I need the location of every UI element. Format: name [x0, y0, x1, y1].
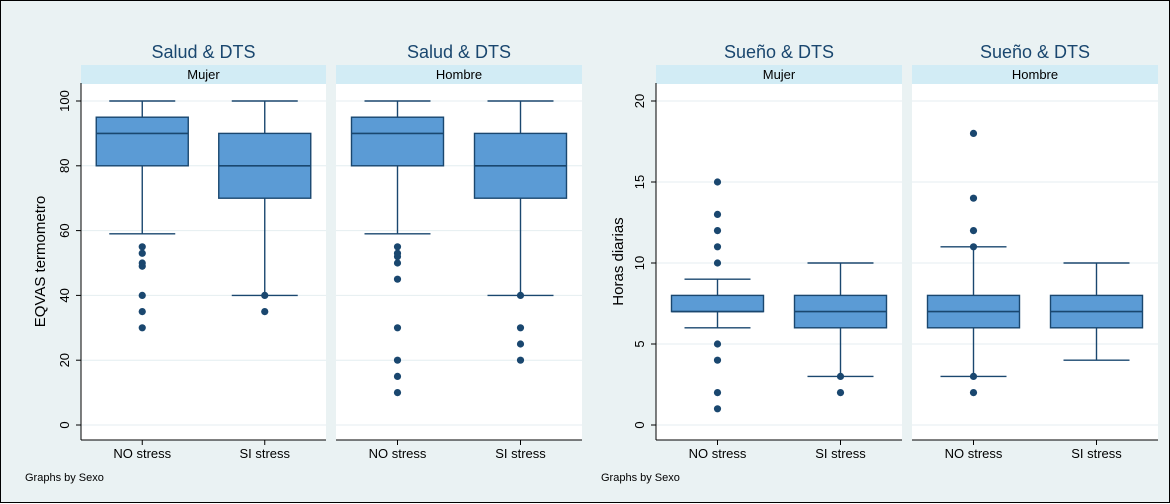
outlier-point [969, 389, 978, 397]
outlier-point [969, 227, 978, 235]
x-tick-label: NO stress [945, 446, 1003, 461]
box-no-stress [926, 129, 1021, 397]
outlier-point [969, 372, 978, 380]
y-tick-label: 100 [57, 90, 72, 112]
x-tick-label: SI stress [239, 446, 290, 461]
iqr-box [350, 116, 445, 167]
outlier-point [393, 356, 402, 364]
x-tick-label: SI stress [815, 446, 866, 461]
outlier-point [713, 356, 722, 364]
panel-1-1: Hombre Sueño & DTS NO stress SI stress [912, 42, 1158, 461]
y-tick-label: 0 [57, 421, 72, 428]
strip-header [81, 65, 326, 84]
box-si-stress [218, 100, 312, 316]
y-tick-label: 5 [632, 340, 647, 347]
x-tick-label: SI stress [1071, 446, 1122, 461]
strip-label: Hombre [436, 67, 482, 82]
y-tick-label: 40 [57, 288, 72, 302]
outlier-point [713, 405, 722, 413]
outlier-point [516, 340, 525, 348]
outlier-point [138, 262, 146, 270]
outlier-point [836, 372, 845, 380]
plot-region [912, 83, 1158, 440]
outlier-point [969, 129, 978, 137]
panel-title: Salud & DTS [151, 42, 255, 62]
x-tick-label: NO stress [369, 446, 427, 461]
outlier-point [713, 340, 722, 348]
outlier-point [138, 249, 146, 257]
strip-header [912, 65, 1158, 84]
x-tick-label: NO stress [689, 446, 747, 461]
box-no-stress [670, 178, 765, 413]
strip-header [336, 65, 582, 84]
outlier-point [138, 308, 146, 316]
box-si-stress [1049, 262, 1144, 361]
box-no-stress [95, 100, 189, 332]
y-axis-label: Horas diarias [610, 217, 627, 305]
outlier-point [393, 324, 402, 332]
outlier-point [393, 372, 402, 380]
outlier-point [713, 389, 722, 397]
outlier-point [516, 356, 525, 364]
strip-header [656, 65, 902, 84]
outlier-point [138, 324, 146, 332]
box-si-stress [793, 262, 888, 397]
graphs-by-note: Graphs by Sexo [601, 472, 680, 484]
strip-label: Mujer [763, 67, 796, 82]
strip-label: Mujer [187, 67, 220, 82]
outlier-point [713, 210, 722, 218]
outlier-point [516, 291, 525, 299]
panel-1-0: Mujer Sueño & DTS NO stress SI stress [656, 42, 902, 461]
panel-0-1: Hombre Salud & DTS NO stress SI stress [336, 42, 582, 461]
panel-title: Sueño & DTS [980, 42, 1090, 62]
y-tick-label: 15 [632, 175, 647, 189]
outlier-point [516, 324, 525, 332]
x-tick-label: SI stress [495, 446, 546, 461]
y-tick-label: 80 [57, 159, 72, 173]
outlier-point [138, 291, 146, 299]
x-tick-label: NO stress [113, 446, 171, 461]
outlier-point [713, 178, 722, 186]
plot-region [656, 83, 902, 440]
panel-title: Sueño & DTS [724, 42, 834, 62]
outlier-point [836, 389, 845, 397]
box-si-stress [473, 100, 568, 364]
outlier-point [969, 243, 978, 251]
panel-0-0: Mujer Salud & DTS NO stress SI stress [81, 42, 326, 461]
strip-label: Hombre [1012, 67, 1058, 82]
iqr-box [95, 116, 189, 167]
outlier-point [138, 243, 146, 251]
outlier-point [393, 243, 402, 251]
outlier-point [713, 243, 722, 251]
y-tick-label: 20 [57, 353, 72, 367]
outlier-point [393, 252, 402, 261]
y-tick-label: 10 [632, 256, 647, 270]
y-tick-label: 20 [632, 94, 647, 108]
panel-title: Salud & DTS [407, 42, 511, 62]
y-tick-label: 60 [57, 223, 72, 237]
outlier-point [393, 275, 402, 283]
outlier-point [261, 308, 269, 316]
y-tick-label: 0 [632, 421, 647, 428]
outlier-point [393, 389, 402, 397]
iqr-box [670, 294, 765, 313]
box-no-stress [350, 100, 445, 397]
graphs-by-note: Graphs by Sexo [25, 472, 104, 484]
outlier-point [969, 194, 978, 202]
y-axis-label: EQVAS termometro [32, 196, 49, 327]
outlier-point [261, 291, 269, 299]
outlier-point [713, 259, 722, 267]
outlier-point [713, 227, 722, 235]
outlier-point [393, 259, 402, 267]
